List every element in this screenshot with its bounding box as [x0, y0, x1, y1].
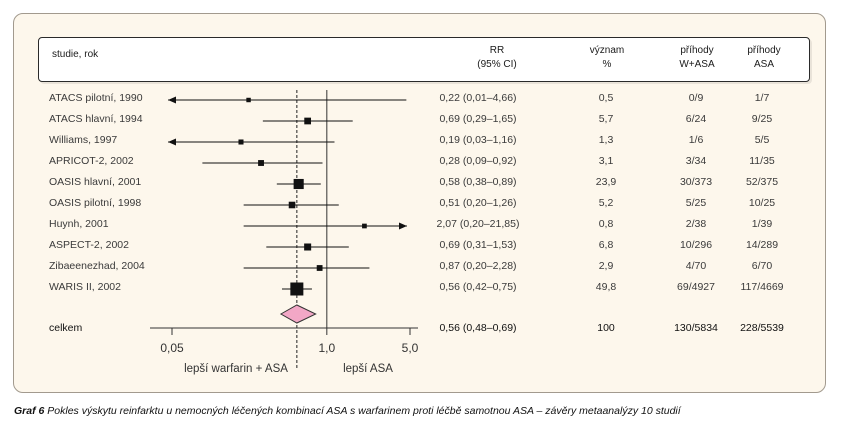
effect-square [304, 117, 312, 125]
x-tick-label: 0,05 [160, 341, 184, 355]
effect-square [288, 201, 296, 209]
x-tick-label: 5,0 [402, 341, 419, 355]
study-events-asa: 6/70 [751, 260, 773, 272]
study-events-warfarin-asa: 6/24 [685, 113, 707, 125]
header-events-wasa-line1: příhody [680, 45, 714, 56]
caption-prefix: Graf 6 [14, 405, 45, 417]
axis-label-left: lepší warfarin + ASA [184, 363, 288, 375]
study-name: WARIS II, 2002 [49, 281, 121, 293]
study-rr-ci: 0,58 (0,38–0,89) [439, 176, 517, 188]
study-events-warfarin-asa: 2/38 [685, 218, 707, 230]
effect-square [362, 223, 367, 229]
total-label: celkem [49, 322, 83, 334]
study-events-warfarin-asa: 5/25 [685, 197, 707, 209]
study-events-asa: 14/289 [745, 239, 779, 251]
study-rr-ci: 0,51 (0,20–1,26) [439, 197, 517, 209]
study-name: Zibaeenezhad, 2004 [49, 260, 145, 272]
ci-arrow-left [168, 138, 176, 146]
study-rr-ci: 0,87 (0,20–2,28) [439, 260, 517, 272]
study-rr-ci: 0,28 (0,09–0,92) [439, 155, 517, 167]
header-significance: význam % [577, 44, 637, 72]
total-events-asa: 228/5539 [740, 322, 784, 334]
study-weight: 1,3 [598, 134, 614, 146]
study-weight: 23,9 [595, 176, 617, 188]
figure-caption: Graf 6 Pokles výskytu reinfarktu u nemoc… [14, 405, 681, 417]
header-rr: RR (95% CI) [457, 44, 537, 72]
study-events-asa: 52/375 [745, 176, 779, 188]
effect-square [316, 265, 323, 271]
study-rr-ci: 0,69 (0,31–1,53) [439, 239, 517, 251]
header-significance-line2: % [602, 59, 612, 70]
study-name: Williams, 1997 [49, 134, 118, 146]
table-header: studie, rok RR (95% CI) význam % příhody… [38, 37, 810, 82]
effect-square [293, 178, 304, 190]
study-events-warfarin-asa: 10/296 [679, 239, 713, 251]
study-weight: 2,9 [598, 260, 614, 272]
study-events-warfarin-asa: 30/373 [679, 176, 713, 188]
header-significance-line1: význam [589, 45, 625, 56]
study-weight: 6,8 [598, 239, 614, 251]
study-events-asa: 5/5 [754, 134, 770, 146]
axis-label-right: lepší ASA [343, 363, 393, 375]
study-events-asa: 1/7 [754, 92, 770, 104]
study-events-asa: 117/4669 [740, 281, 784, 293]
study-weight: 5,7 [598, 113, 614, 125]
study-events-asa: 9/25 [751, 113, 773, 125]
study-events-warfarin-asa: 69/4927 [677, 281, 715, 293]
total-weight: 100 [597, 322, 615, 334]
effect-square [304, 243, 312, 251]
header-events-asa-line1: příhody [747, 45, 781, 56]
study-name: ATACS pilotní, 1990 [49, 92, 143, 104]
header-events-wasa-line2: W+ASA [679, 59, 715, 70]
study-name: ATACS hlavní, 1994 [49, 113, 143, 125]
study-rr-ci: 0,69 (0,29–1,65) [439, 113, 517, 125]
study-events-asa: 11/35 [749, 155, 775, 167]
total-events-warfarin-asa: 130/5834 [674, 322, 718, 334]
study-weight: 3,1 [598, 155, 614, 167]
x-tick-label: 1,0 [318, 341, 335, 355]
study-events-asa: 1/39 [751, 218, 773, 230]
study-weight: 49,8 [595, 281, 617, 293]
ci-arrow-right [399, 222, 407, 230]
header-rr-line1: RR [489, 45, 505, 56]
study-events-warfarin-asa: 3/34 [685, 155, 707, 167]
study-rr-ci: 0,56 (0,42–0,75) [439, 281, 517, 293]
study-events-asa: 10/25 [748, 197, 776, 209]
study-name: APRICOT-2, 2002 [49, 155, 134, 167]
caption-text: Pokles výskytu reinfarktu u nemocných lé… [47, 405, 681, 417]
study-rr-ci: 0,19 (0,03–1,16) [439, 134, 517, 146]
effect-square [290, 282, 304, 296]
study-name: Huynh, 2001 [49, 218, 109, 230]
total-rr: 0,56 (0,48–0,69) [439, 322, 517, 334]
header-events-asa: příhody ASA [733, 44, 795, 72]
study-weight: 0,8 [598, 218, 614, 230]
study-events-warfarin-asa: 0/9 [688, 92, 704, 104]
header-events-warfarin-asa: příhody W+ASA [666, 44, 728, 72]
study-name: OASIS hlavní, 2001 [49, 176, 142, 188]
study-events-warfarin-asa: 1/6 [688, 134, 704, 146]
study-name: ASPECT-2, 2002 [49, 239, 129, 251]
study-name: OASIS pilotní, 1998 [49, 197, 142, 209]
header-study: studie, rok [52, 49, 99, 60]
pooled-diamond [279, 304, 317, 324]
effect-square [258, 160, 264, 166]
header-rr-line2: (95% CI) [477, 59, 517, 70]
study-weight: 0,5 [598, 92, 614, 104]
study-rr-ci: 0,22 (0,01–4,66) [439, 92, 517, 104]
study-rr-ci: 2,07 (0,20–21,85) [436, 218, 520, 230]
study-events-warfarin-asa: 4/70 [685, 260, 707, 272]
effect-square [238, 139, 244, 145]
ci-arrow-left [168, 96, 176, 104]
effect-square [246, 97, 251, 103]
study-weight: 5,2 [598, 197, 614, 209]
header-events-asa-line2: ASA [753, 59, 774, 70]
